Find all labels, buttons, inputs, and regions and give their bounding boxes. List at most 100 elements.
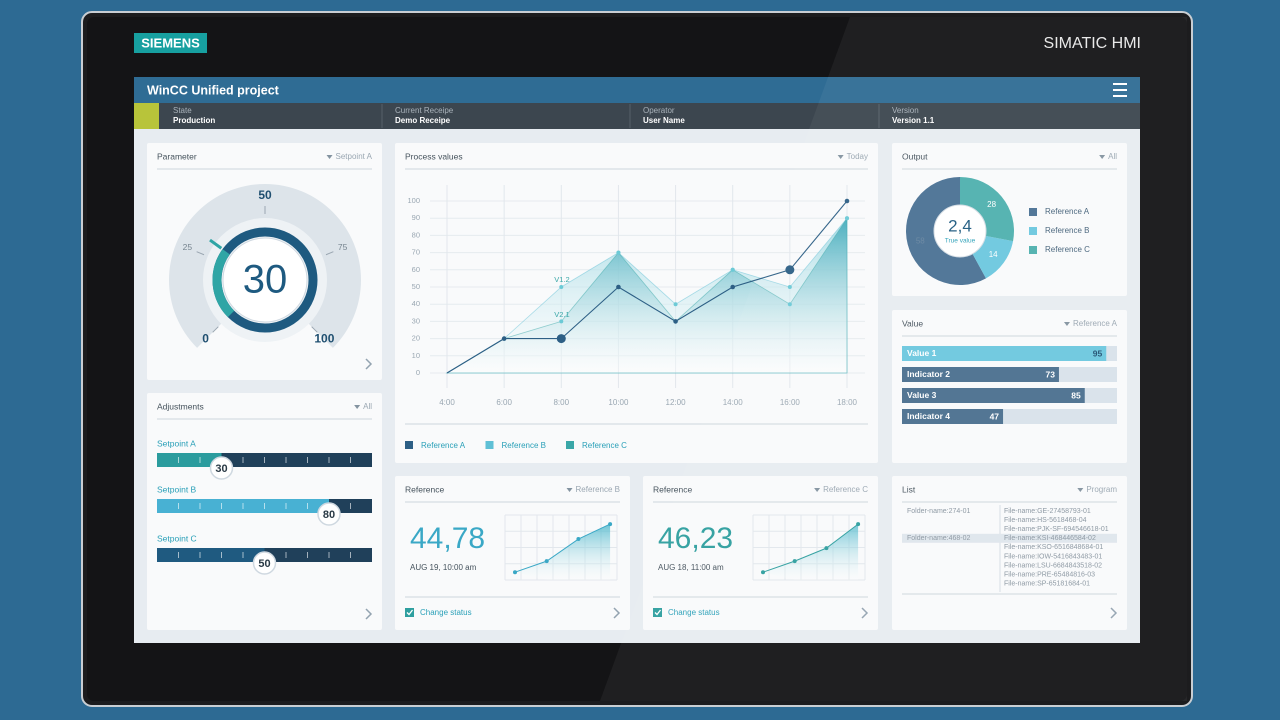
trend-line (514, 523, 611, 573)
legend-swatch (1029, 246, 1037, 254)
y-tick-label: 50 (412, 282, 420, 291)
chevron (365, 358, 373, 370)
card-selector: All (1108, 152, 1117, 161)
card-selector: Program (1086, 485, 1117, 494)
card (892, 476, 1127, 630)
card-selector: Reference A (1073, 319, 1118, 328)
gauge-tick (311, 326, 318, 333)
slider-fill (157, 453, 222, 467)
status-value: User Name (643, 116, 685, 125)
list-file: File-name:GE-27458793-01 (1004, 508, 1091, 515)
card-title: Parameter (157, 151, 197, 161)
bar (902, 346, 1107, 361)
gauge-tick (212, 326, 219, 333)
gauge-tick-label: 75 (338, 242, 348, 252)
donut-label: 58 (916, 236, 925, 245)
status-bar (134, 103, 1140, 129)
annotation: V1.2 (554, 275, 569, 284)
y-tick-label: 20 (412, 334, 420, 343)
point (616, 250, 621, 255)
checkmark (654, 609, 662, 616)
slider-knob (252, 551, 277, 575)
slider-value: 30 (215, 463, 227, 475)
bar (902, 409, 1004, 424)
list-file: File-name:LSU-6684843518-02 (1004, 562, 1102, 569)
legend-swatch (1029, 208, 1037, 216)
checkbox-label: Change status (668, 608, 720, 617)
trend-point (513, 570, 517, 575)
bar-value: 47 (990, 411, 1000, 421)
y-tick-label: 80 (412, 230, 420, 239)
slider-value: 50 (258, 558, 270, 570)
legend-label: Reference C (1045, 245, 1090, 254)
checkbox (405, 608, 414, 617)
reference-date: AUG 19, 10:00 am (410, 563, 477, 572)
legend-swatch (1029, 227, 1037, 235)
point (730, 284, 736, 290)
line (446, 200, 848, 374)
slider-label: Setpoint B (157, 484, 197, 494)
x-tick-label: 18:00 (837, 398, 858, 407)
card-title: Adjustments (157, 401, 204, 411)
bar-name: Value 1 (907, 348, 937, 358)
legend-label: Reference A (421, 441, 466, 450)
point (556, 334, 566, 344)
point (616, 284, 621, 290)
point (845, 216, 849, 221)
bar-name: Value 3 (907, 390, 937, 400)
trend-point (824, 546, 829, 551)
trend-point (761, 570, 765, 575)
y-tick-label: 90 (412, 213, 420, 222)
header-title: WinCC Unified project (147, 83, 280, 97)
card-selector: Today (847, 152, 868, 161)
legend-label: Reference B (502, 441, 546, 450)
point (730, 267, 735, 272)
bar-name: Indicator 4 (907, 411, 950, 421)
slider-fill (157, 548, 265, 562)
y-tick-label: 100 (407, 196, 420, 205)
legend-label: Reference B (1045, 226, 1089, 235)
donut-segment (905, 177, 987, 286)
point (787, 302, 792, 307)
card-title: Reference (405, 484, 444, 494)
dropdown-arrow (1063, 322, 1070, 326)
point (787, 285, 792, 289)
slider-label: Setpoint A (157, 438, 196, 448)
status-value: Demo Receipe (395, 116, 451, 125)
slider-knob (317, 502, 341, 526)
list-file: File-name:IOW-5416843483-01 (1004, 553, 1102, 560)
bar (902, 388, 1085, 403)
header-bar (134, 77, 1140, 103)
gauge-tick (196, 251, 205, 256)
x-tick-label: 10:00 (608, 398, 629, 407)
trend-area (515, 524, 611, 580)
card (892, 310, 1127, 463)
checkbox (653, 608, 662, 617)
y-tick-label: 60 (412, 265, 420, 274)
card-selector: Setpoint A (336, 152, 373, 161)
area (445, 216, 848, 374)
dropdown-arrow (1077, 488, 1084, 492)
trend-point (544, 559, 549, 564)
point (785, 265, 795, 275)
trend-area (763, 524, 859, 580)
bar-value: 85 (1071, 390, 1081, 400)
status-indicator (134, 103, 159, 129)
point (673, 319, 678, 324)
card-title: Value (902, 318, 923, 328)
x-tick-label: 8:00 (553, 398, 569, 407)
x-tick-label: 6:00 (496, 398, 512, 407)
legend-swatch (405, 441, 413, 449)
donut-label: 14 (989, 250, 998, 259)
gauge-value: 30 (243, 258, 288, 302)
card-selector: Reference B (576, 485, 620, 494)
donut-center-label: True value (945, 238, 976, 245)
reference-value: 46,23 (658, 522, 733, 555)
checkbox-label: Change status (420, 608, 472, 617)
dropdown-arrow (837, 155, 844, 159)
dropdown-arrow (814, 488, 821, 492)
point (844, 198, 850, 204)
annotation: V2.1 (554, 310, 569, 319)
point (559, 285, 564, 289)
